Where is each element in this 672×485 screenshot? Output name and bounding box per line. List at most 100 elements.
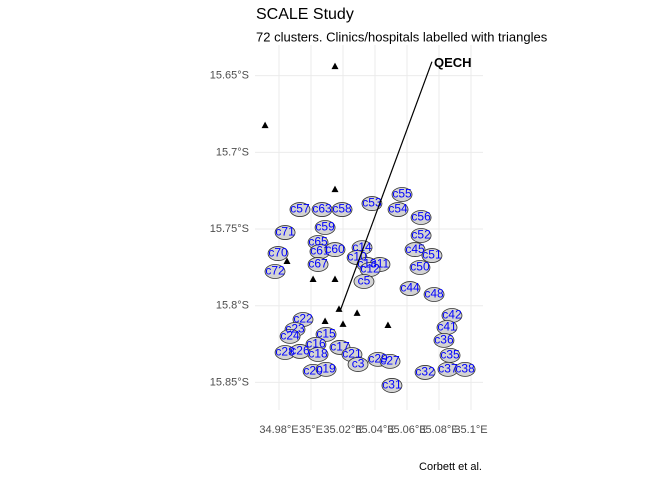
- cluster-area: [404, 242, 426, 257]
- x-tick-label: 35.08°E: [419, 424, 458, 436]
- cluster-area: [421, 248, 443, 263]
- cluster-area: [307, 257, 329, 272]
- facility-triangle: [331, 62, 339, 70]
- cluster-label: c31: [382, 378, 402, 392]
- x-tick-label: 35°E: [299, 424, 323, 436]
- cluster-label: c16: [306, 337, 326, 351]
- cluster-area: [353, 274, 375, 289]
- cluster-label: c15: [316, 327, 336, 341]
- cluster-label: c17: [330, 340, 350, 354]
- cluster-label: c57: [290, 202, 310, 216]
- cluster-area: [274, 225, 296, 240]
- facility-triangle: [353, 309, 361, 316]
- cluster-label: c50: [410, 260, 430, 274]
- cluster-area: [307, 347, 329, 362]
- cluster-label: c13: [357, 257, 377, 271]
- cluster-label: c56: [411, 210, 431, 224]
- cluster-label: c38: [455, 362, 475, 376]
- cluster-label: c35: [440, 348, 460, 362]
- cluster-label: c24: [280, 329, 300, 343]
- y-tick-label: 15.75°S: [210, 223, 249, 235]
- cluster-area: [381, 378, 403, 393]
- facility-triangle: [309, 275, 317, 282]
- cluster-label: c19: [316, 362, 336, 376]
- x-tick-label: 35.04°E: [355, 424, 394, 436]
- cluster-label: c21: [342, 347, 362, 361]
- cluster-area: [279, 328, 301, 344]
- cluster-area: [433, 332, 455, 348]
- cluster-label: c27: [380, 354, 400, 368]
- cluster-label: c29: [368, 352, 388, 366]
- cluster-area: [347, 357, 369, 372]
- caption: Corbett et al.: [419, 461, 482, 473]
- facility-triangle: [283, 257, 291, 265]
- facility-triangle: [261, 121, 269, 129]
- cluster-label: c48: [424, 287, 444, 301]
- cluster-label: c3: [352, 357, 365, 371]
- cluster-area: [315, 361, 337, 377]
- cluster-label: c5: [358, 274, 371, 288]
- cluster-label: c72: [265, 264, 285, 278]
- cluster-label: c52: [411, 228, 431, 242]
- cluster-area: [391, 187, 413, 202]
- cluster-label: c14: [352, 240, 372, 254]
- cluster-label: c22: [293, 312, 313, 326]
- chart-subtitle: 72 clusters. Clinics/hospitals labelled …: [256, 29, 548, 44]
- y-tick-label: 15.65°S: [210, 70, 249, 82]
- facility-triangle: [331, 275, 339, 282]
- facility-triangle: [331, 185, 339, 193]
- cluster-label: c51: [422, 248, 442, 262]
- cluster-label: c45: [405, 242, 425, 256]
- cluster-label: c32: [415, 365, 435, 379]
- facility-triangle: [321, 317, 329, 325]
- cluster-label: c70: [268, 246, 288, 260]
- cluster-label: c41: [437, 320, 457, 334]
- chart-title: SCALE Study: [256, 6, 354, 23]
- cluster-area: [414, 365, 436, 380]
- cluster-area: [324, 242, 346, 257]
- cluster-area: [361, 196, 383, 211]
- cluster-area: [410, 210, 432, 225]
- cluster-label: c23: [285, 322, 305, 336]
- cluster-label: c53: [362, 196, 382, 210]
- cluster-label: c26: [290, 344, 310, 358]
- cluster-area: [423, 287, 445, 302]
- cluster-label: c59: [315, 220, 335, 234]
- cluster-label: c37: [438, 362, 458, 376]
- cluster-label: c58: [332, 202, 352, 216]
- cluster-area: [454, 361, 476, 377]
- cluster-label: c11: [371, 257, 390, 271]
- cluster-label: c12: [360, 262, 380, 276]
- cluster-label: c63: [312, 202, 332, 216]
- cluster-label: c71: [275, 225, 295, 239]
- cluster-label: c44: [400, 281, 420, 295]
- y-tick-label: 15.8°S: [216, 300, 249, 312]
- cluster-label: c42: [442, 308, 462, 322]
- cluster-label: c20: [303, 364, 323, 378]
- cluster-label: c60: [325, 242, 345, 256]
- y-tick-label: 15.7°S: [216, 146, 249, 158]
- x-tick-label: 34.98°E: [259, 424, 298, 436]
- cluster-label: c28: [275, 345, 295, 359]
- cluster-area: [264, 264, 286, 279]
- cluster-area: [267, 246, 289, 261]
- cluster-area: [314, 220, 336, 235]
- cluster-label: c36: [434, 333, 454, 347]
- cluster-label: c67: [308, 257, 328, 271]
- cluster-label: c55: [392, 187, 412, 201]
- x-tick-label: 35.1°E: [454, 424, 487, 436]
- cluster-label: c54: [388, 202, 408, 216]
- cluster-label: c65: [308, 235, 328, 249]
- cluster-area: [387, 202, 409, 217]
- cluster-label: c18: [308, 347, 328, 361]
- cluster-label: c61: [310, 244, 330, 258]
- facility-triangle: [384, 321, 392, 328]
- cluster-area: [379, 353, 401, 369]
- annotation-line: [339, 61, 433, 312]
- cluster-area: [399, 281, 421, 296]
- cluster-area: [410, 228, 432, 243]
- annotation-label: QECH: [434, 55, 472, 70]
- cluster-area: [289, 202, 311, 217]
- facility-triangle: [339, 320, 347, 327]
